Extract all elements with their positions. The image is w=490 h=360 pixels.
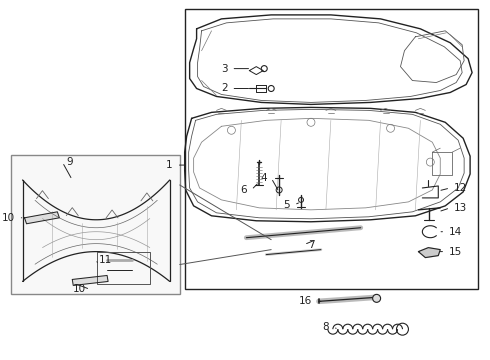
Polygon shape — [24, 212, 59, 224]
Text: 16: 16 — [299, 296, 312, 306]
Text: 11: 11 — [99, 255, 112, 265]
Text: 15: 15 — [449, 247, 463, 257]
Text: 5: 5 — [284, 200, 290, 210]
Text: 6: 6 — [241, 185, 247, 195]
Bar — [11, 155, 180, 294]
Polygon shape — [418, 248, 441, 257]
Text: 9: 9 — [66, 157, 73, 167]
Circle shape — [372, 294, 381, 302]
Text: 2: 2 — [221, 84, 227, 94]
Bar — [185, 9, 478, 289]
Text: 14: 14 — [449, 227, 463, 237]
Text: 3: 3 — [221, 64, 227, 73]
Text: 1: 1 — [166, 160, 173, 170]
Text: 7: 7 — [308, 240, 315, 249]
Text: 8: 8 — [322, 322, 329, 332]
Text: 12: 12 — [454, 183, 467, 193]
Text: 13: 13 — [454, 203, 467, 213]
Text: 10: 10 — [1, 213, 15, 223]
Text: 4: 4 — [261, 173, 267, 183]
Polygon shape — [73, 275, 108, 285]
Text: 10: 10 — [73, 284, 86, 294]
